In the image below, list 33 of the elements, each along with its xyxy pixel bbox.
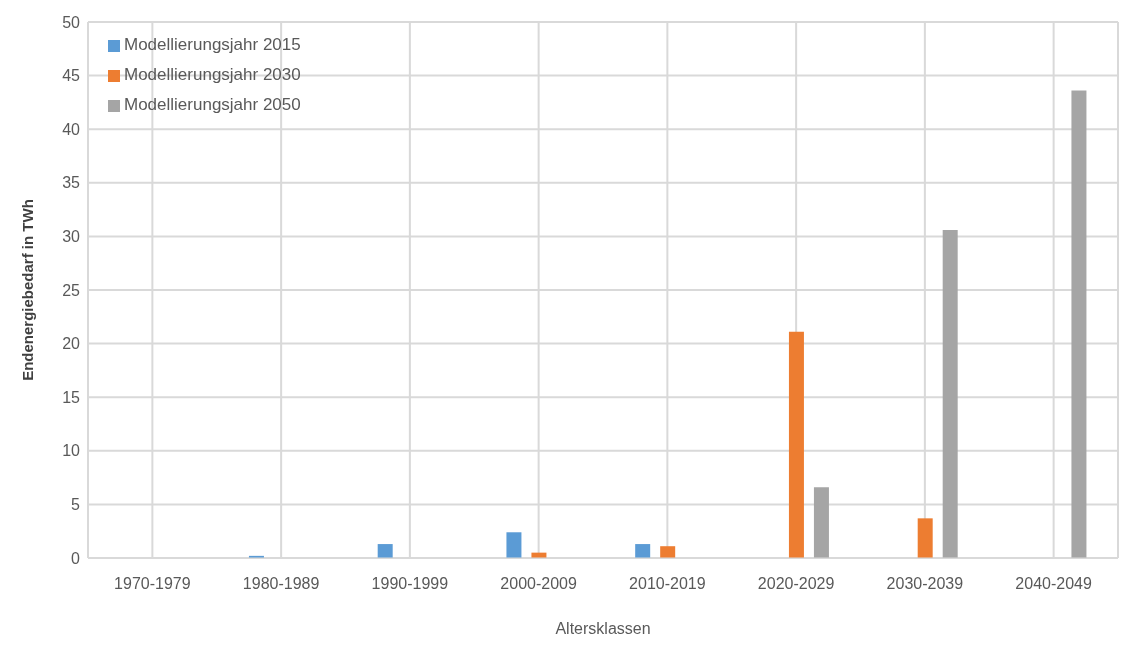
bar [813,487,829,558]
y-tick-label: 25 [62,281,81,299]
y-tick-label: 50 [62,13,81,31]
y-axis-title: Endenergiebedarf in TWh [19,199,37,381]
y-tick-label: 10 [62,442,81,460]
x-axis-title: Altersklassen [555,620,651,637]
x-tick-label: 2030-2039 [886,575,964,593]
y-tick-label: 0 [71,549,81,567]
x-tick-label: 1990-1999 [371,575,449,593]
x-tick-label: 1970-1979 [114,575,191,593]
bar [635,544,651,558]
legend-label: Modellierungsjahr 2030 [124,65,301,84]
bar [788,331,804,558]
y-tick-label: 15 [62,388,81,406]
x-tick-label: 2020-2029 [757,575,835,593]
x-tick-label: 1980-1989 [242,575,320,593]
y-tick-label: 20 [62,335,81,353]
y-tick-label: 40 [62,120,81,138]
bar [660,546,676,558]
x-tick-label: 2010-2019 [629,575,706,593]
bar [1071,90,1087,558]
legend-label: Modellierungsjahr 2050 [124,95,301,114]
x-tick-label: 2000-2009 [500,575,577,593]
bar [942,229,958,558]
legend-label: Modellierungsjahr 2015 [124,35,301,54]
y-tick-label: 30 [62,228,81,246]
bar [917,518,933,558]
bar [506,532,522,558]
x-tick-label: 2040-2049 [1015,575,1092,593]
bar [377,544,393,558]
y-tick-label: 35 [62,174,81,192]
y-tick-label: 45 [62,67,81,85]
y-tick-label: 5 [71,496,81,514]
